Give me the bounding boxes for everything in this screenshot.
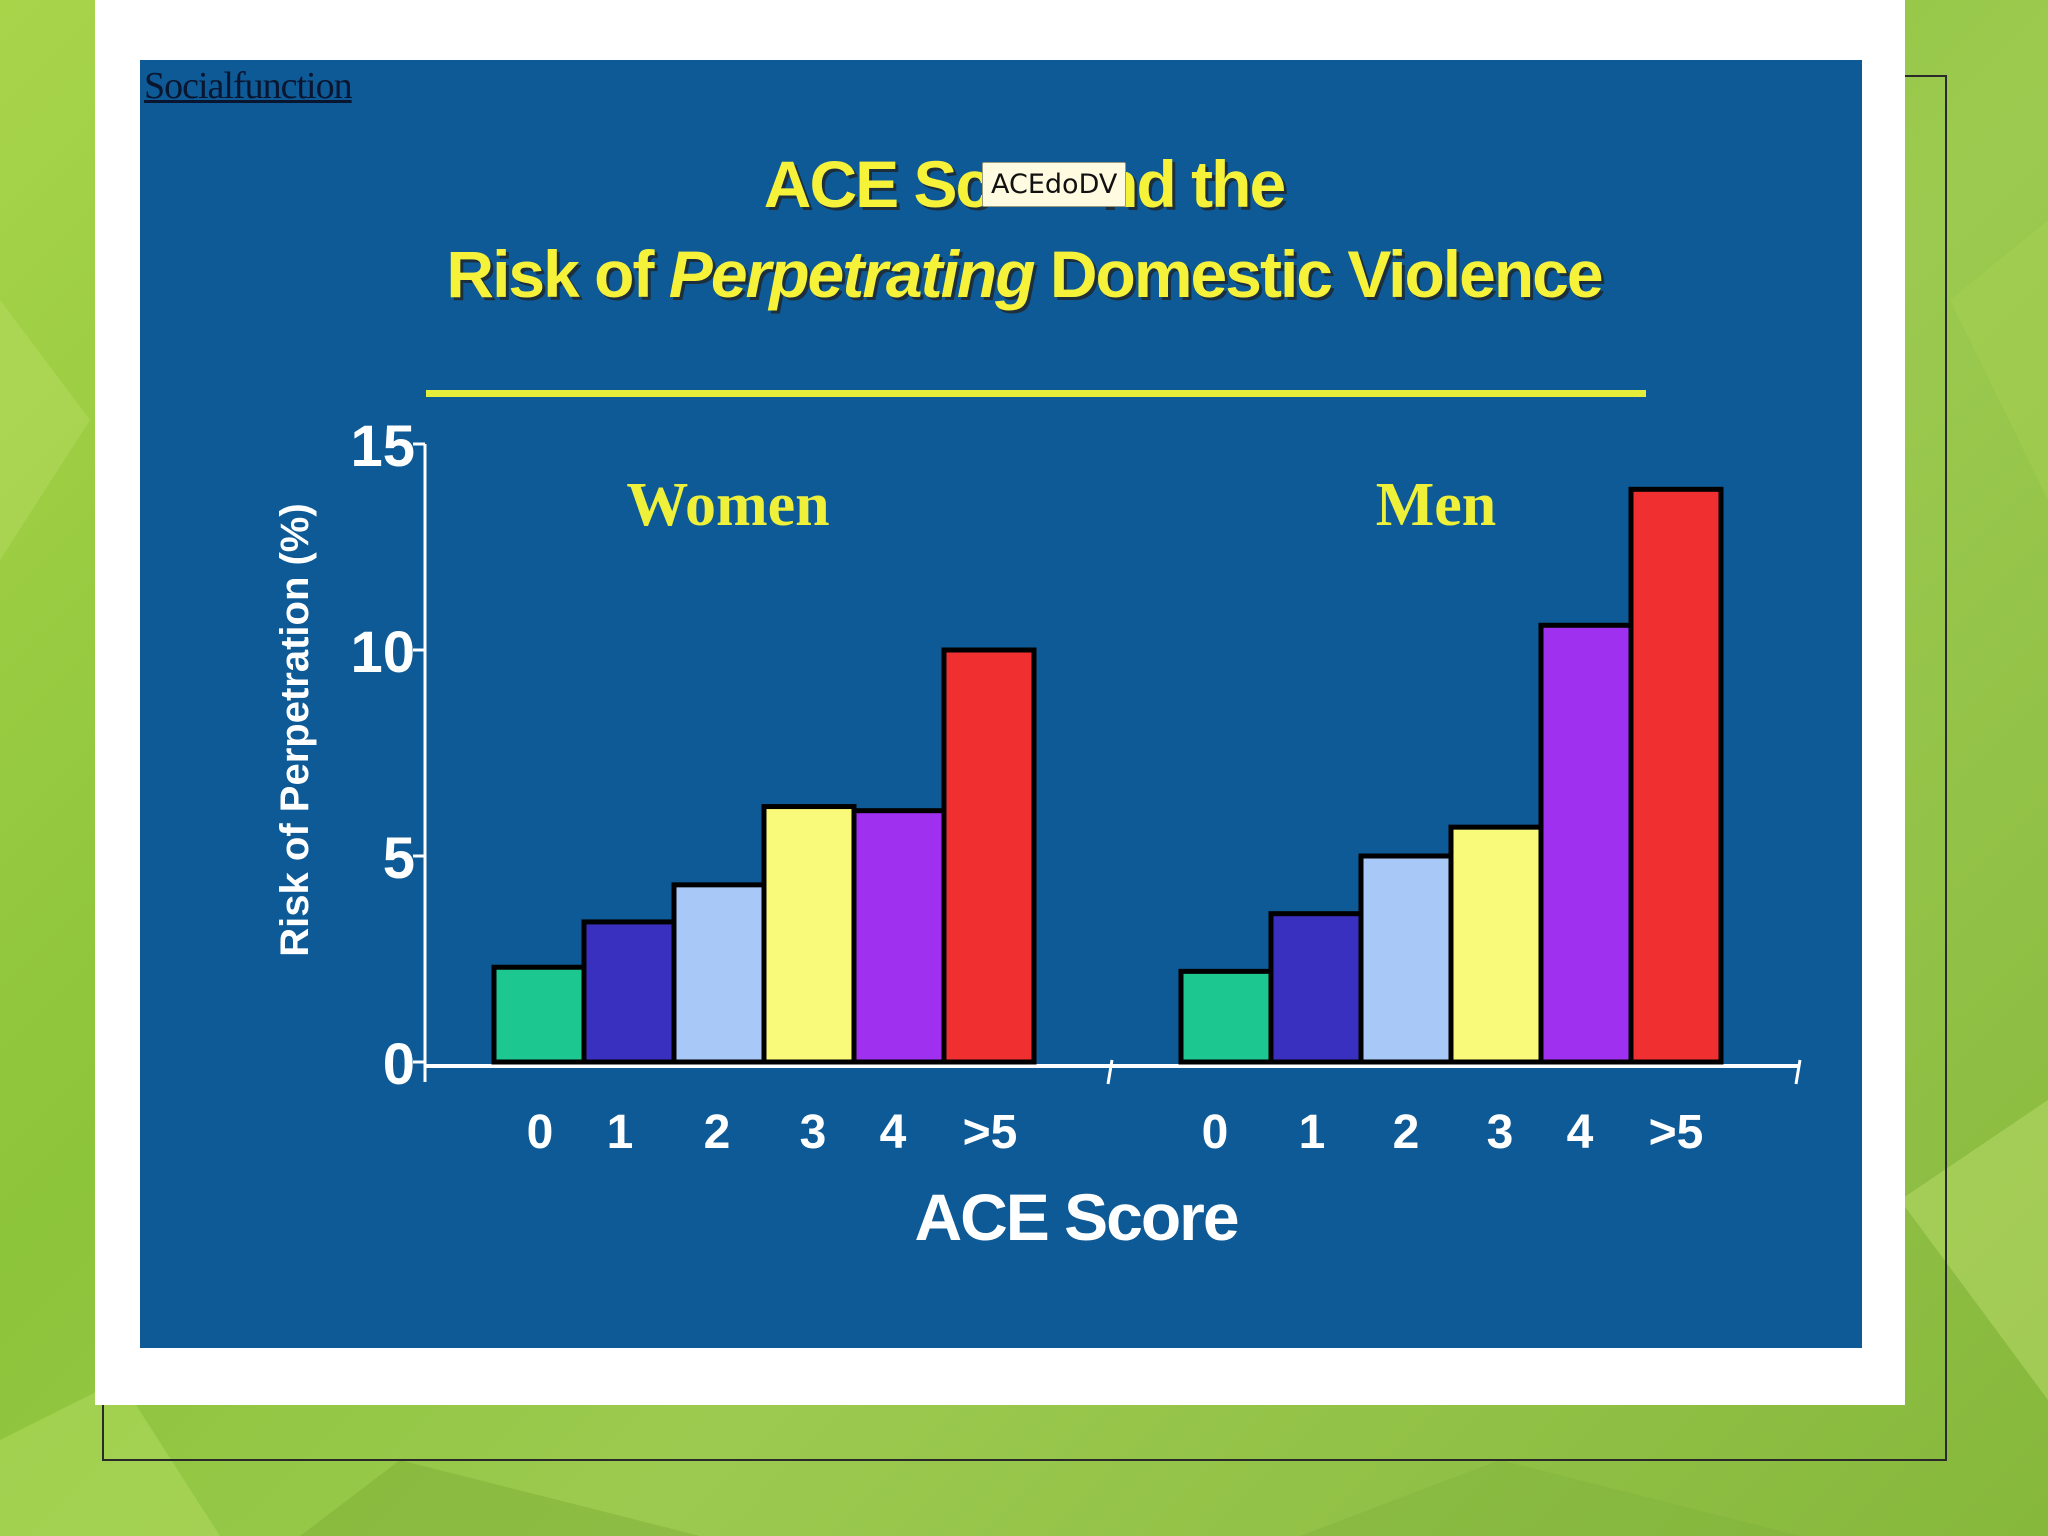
x-tick-label: 0	[527, 1106, 554, 1159]
chart-title-line-2: Risk of Perpetrating Domestic Violence	[0, 236, 2048, 312]
bar-women-2	[671, 882, 767, 1065]
group-label-men: Men	[1376, 471, 1497, 539]
bar-women-1	[581, 919, 677, 1065]
slide-frame-border	[102, 75, 1947, 1461]
x-axis-title: ACE Score	[914, 1180, 1237, 1254]
bar-men-4	[1538, 622, 1634, 1065]
y-tick-label: 15	[350, 414, 415, 479]
bar-women-3	[761, 804, 857, 1065]
group-label-women: Women	[626, 471, 829, 539]
y-tick-label: 0	[383, 1032, 415, 1097]
y-tick-label: 10	[350, 620, 415, 685]
title-part-c: Risk of	[446, 237, 669, 311]
slide-frame-border-top	[1905, 75, 1945, 77]
bar-men-1	[1268, 911, 1364, 1065]
x-axis-break-mark	[1106, 1059, 1114, 1085]
bar-men-2	[1358, 853, 1454, 1065]
bar-men-0	[1178, 968, 1274, 1065]
bar-men-3	[1448, 824, 1544, 1065]
bar-men-5	[1628, 486, 1724, 1065]
y-axis-title: Risk of Perpetration (%)	[273, 503, 317, 956]
x-tick-label: 3	[1487, 1106, 1514, 1159]
x-tick-label: 2	[1393, 1106, 1420, 1159]
x-tick-label: >5	[1649, 1106, 1704, 1159]
hover-tooltip: ACEdoDV	[982, 162, 1127, 207]
title-emphasis: Perpetrating	[668, 237, 1036, 311]
title-part-a: ACE Sc	[763, 147, 992, 221]
x-tick-label: 2	[704, 1106, 731, 1159]
title-part-d: Domestic Violence	[1033, 237, 1604, 311]
x-tick-label: 0	[1202, 1106, 1229, 1159]
corner-label: Socialfunction	[144, 65, 353, 107]
x-axis-end-mark	[1794, 1059, 1802, 1085]
chart-title-line-1: ACE Sc nd the	[0, 146, 2048, 222]
y-tick-label: 5	[383, 826, 415, 891]
title-part-b: nd the	[1098, 147, 1286, 221]
bar-women-0	[491, 964, 587, 1065]
x-tick-label: 3	[800, 1106, 827, 1159]
x-tick-label: 4	[880, 1106, 907, 1159]
x-tick-label: 1	[607, 1106, 634, 1159]
bar-women-4	[851, 808, 947, 1065]
slide-frame-border-left	[102, 1405, 104, 1459]
x-tick-label: 4	[1567, 1106, 1594, 1159]
title-divider	[426, 390, 1646, 397]
x-tick-label: 1	[1299, 1106, 1326, 1159]
bar-women-5	[941, 647, 1037, 1065]
x-tick-label: >5	[963, 1106, 1018, 1159]
